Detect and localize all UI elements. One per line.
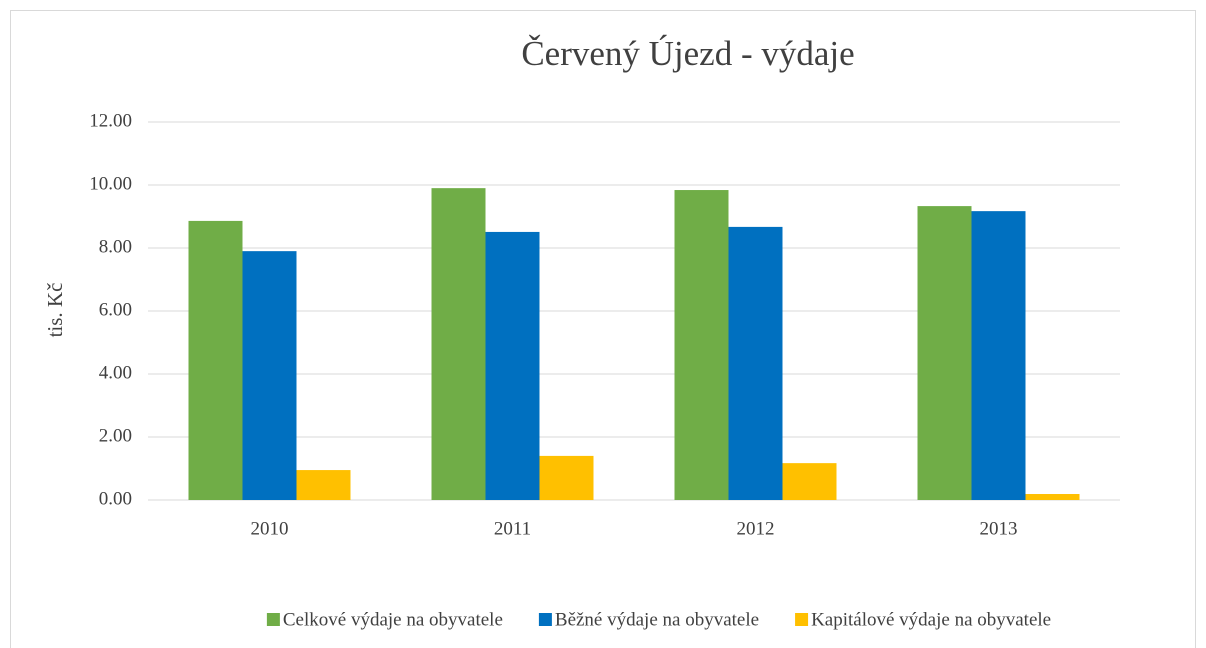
legend-label: Kapitálové výdaje na obyvatele — [811, 609, 1051, 630]
legend-label: Běžné výdaje na obyvatele — [555, 609, 759, 630]
x-tick-label: 2010 — [251, 518, 289, 539]
y-tick-label: 4.00 — [99, 362, 132, 383]
x-tick-label: 2012 — [737, 518, 775, 539]
bar — [782, 463, 837, 500]
y-tick-label: 12.00 — [89, 110, 132, 131]
x-tick-label: 2013 — [980, 518, 1018, 539]
legend-swatch — [266, 613, 280, 626]
bar — [728, 226, 783, 500]
bar — [917, 206, 972, 501]
chart-title: Červený Újezd - výdaje — [521, 33, 854, 73]
y-tick-label: 6.00 — [99, 299, 132, 320]
y-tick-label: 10.00 — [89, 173, 132, 194]
legend-swatch — [538, 613, 552, 626]
y-axis-label: tis. Kč — [43, 283, 67, 338]
bar — [971, 211, 1026, 500]
y-tick-label: 0.00 — [99, 488, 132, 509]
bar — [188, 220, 243, 500]
legend-label: Celkové výdaje na obyvatele — [283, 609, 503, 630]
bar — [242, 251, 297, 500]
bar — [674, 190, 729, 501]
y-tick-label: 8.00 — [99, 236, 132, 257]
x-tick-label: 2011 — [494, 518, 531, 539]
bar — [296, 470, 351, 500]
chart-frame — [10, 10, 1196, 648]
bar — [539, 455, 594, 500]
bar — [431, 188, 486, 500]
bar — [1025, 494, 1080, 500]
legend-swatch — [795, 613, 809, 626]
y-tick-label: 2.00 — [99, 425, 132, 446]
bar — [485, 231, 540, 500]
